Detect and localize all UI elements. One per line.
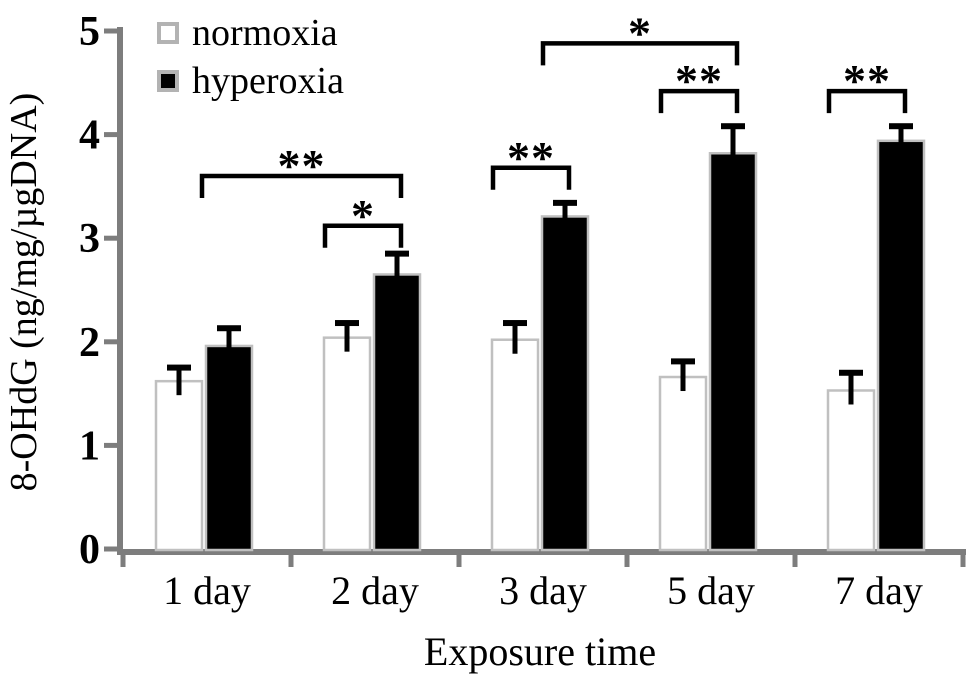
significance-stars: *	[351, 190, 375, 241]
x-tick	[624, 555, 630, 567]
x-category-label: 3 day	[499, 568, 587, 613]
y-axis-title: 8-OHdG (ng/mg/µgDNA)	[3, 93, 45, 492]
error-bar-cap-normoxia-1-day	[167, 364, 191, 371]
error-bar-line-normoxia-1-day	[176, 367, 182, 396]
bar-normoxia-3-day	[490, 338, 540, 552]
y-tick-label: 5	[79, 9, 100, 55]
error-bar-cap-normoxia-5-day	[671, 358, 695, 365]
error-bar-cap-normoxia-3-day	[503, 320, 527, 327]
y-tick-label: 2	[79, 320, 100, 366]
error-bar-line-normoxia-2-day	[344, 323, 350, 352]
bar-hyperoxia-3-day	[540, 215, 590, 552]
x-axis-title: Exposure time	[424, 629, 656, 674]
x-category-label: 5 day	[667, 568, 755, 613]
significance-bracket	[826, 88, 908, 114]
y-tick	[104, 235, 117, 241]
y-tick	[104, 28, 117, 34]
significance-bracket	[199, 173, 404, 199]
error-bar-line-hyperoxia-7-day	[898, 126, 904, 155]
y-tick	[104, 339, 117, 345]
y-tick-label: 4	[79, 113, 100, 159]
legend-label-normoxia: normoxia	[192, 12, 338, 54]
significance-bracket	[322, 223, 404, 248]
x-category-label: 2 day	[331, 568, 419, 613]
legend-item-hyperoxia: hyperoxia	[157, 57, 344, 105]
significance-stars: **	[507, 132, 555, 183]
x-axis-line	[117, 549, 966, 555]
legend-item-normoxia: normoxia	[157, 9, 344, 57]
error-bar-line-normoxia-3-day	[512, 323, 518, 354]
y-tick-label: 1	[79, 423, 100, 469]
x-tick	[792, 555, 798, 567]
error-bar-line-hyperoxia-5-day	[730, 126, 736, 168]
error-bar-cap-normoxia-2-day	[335, 320, 359, 327]
legend-swatch-normoxia-icon	[157, 22, 179, 44]
y-tick	[104, 442, 117, 448]
significance-stars: *	[628, 7, 652, 58]
bar-hyperoxia-7-day	[876, 139, 926, 552]
error-bar-cap-hyperoxia-3-day	[553, 199, 577, 206]
legend-label-hyperoxia: hyperoxia	[192, 60, 344, 102]
x-category-label: 1 day	[163, 568, 251, 613]
error-bar-cap-hyperoxia-2-day	[385, 250, 409, 257]
significance-stars: **	[278, 140, 326, 191]
x-tick	[456, 555, 462, 567]
significance-bracket	[540, 41, 740, 66]
bar-normoxia-7-day	[826, 389, 876, 552]
significance-bracket	[658, 88, 740, 114]
bar-hyperoxia-2-day	[372, 273, 422, 552]
y-tick	[104, 132, 117, 138]
legend-swatch-hyperoxia-icon	[157, 70, 179, 92]
error-bar-cap-hyperoxia-5-day	[721, 123, 745, 130]
significance-stars: **	[843, 55, 891, 106]
y-axis-line	[117, 27, 123, 555]
bar-hyperoxia-5-day	[708, 151, 758, 552]
y-tick-label: 3	[79, 216, 100, 262]
error-bar-cap-hyperoxia-1-day	[217, 325, 241, 332]
x-tick	[288, 555, 294, 567]
error-bar-line-normoxia-7-day	[848, 372, 854, 405]
x-tick	[120, 555, 126, 567]
legend: normoxia hyperoxia	[157, 9, 344, 105]
bar-normoxia-5-day	[658, 375, 708, 552]
error-bar-cap-normoxia-7-day	[839, 369, 863, 376]
error-bar-line-hyperoxia-3-day	[562, 202, 568, 231]
significance-bracket	[490, 165, 572, 190]
x-category-label: 7 day	[835, 568, 923, 613]
significance-stars: **	[675, 55, 723, 106]
y-tick-label: 0	[79, 527, 100, 573]
error-bar-line-hyperoxia-2-day	[394, 253, 400, 289]
x-tick	[960, 555, 966, 567]
error-bar-line-hyperoxia-1-day	[226, 328, 232, 360]
bar-normoxia-2-day	[322, 336, 372, 552]
error-bar-cap-hyperoxia-7-day	[889, 123, 913, 130]
bar-normoxia-1-day	[154, 379, 204, 552]
y-tick	[104, 546, 117, 552]
bar-hyperoxia-1-day	[204, 344, 254, 552]
error-bar-line-normoxia-5-day	[680, 361, 686, 392]
